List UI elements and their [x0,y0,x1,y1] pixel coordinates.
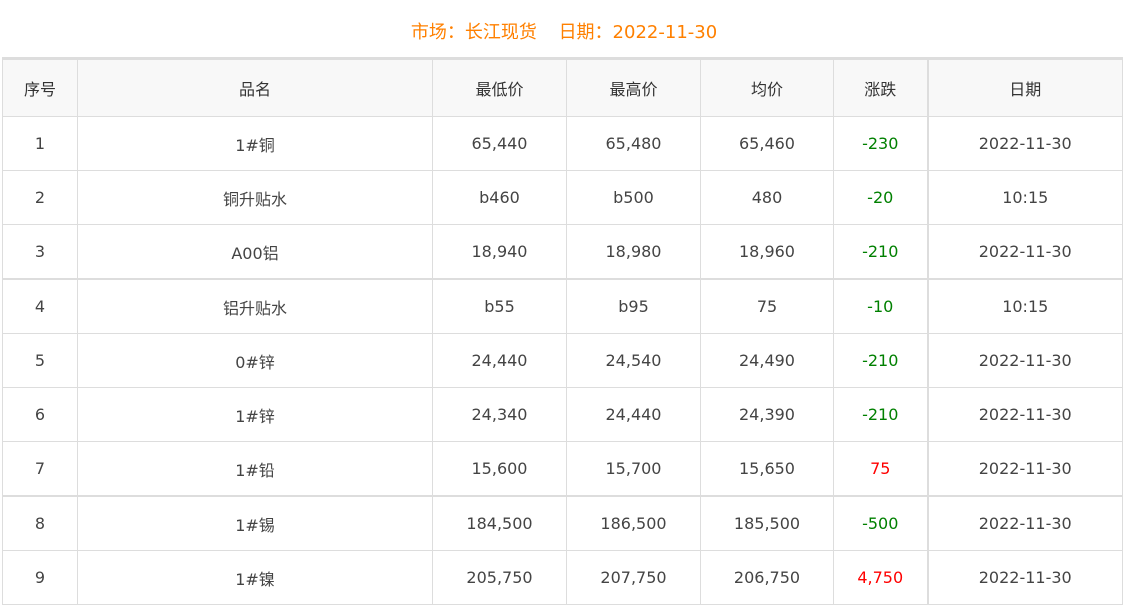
cell-name: 铜升贴水 [77,170,433,225]
cell-name: 1#铅 [77,441,433,497]
cell-name: 1#镍 [77,550,433,605]
table-row: 8 1#锡 184,500 186,500 185,500 -500 2022-11-30 [2,495,1123,551]
cell-change: -210 [833,224,929,280]
date-label: 日期：2022-11-30 [558,22,718,43]
cell-high: 18,980 [566,224,701,280]
cell-low: 24,340 [432,387,567,442]
cell-no: 3 [2,224,78,280]
cell-change: -230 [833,116,929,171]
table-row: 5 0#锌 24,440 24,540 24,490 -210 2022-11-30 [2,333,1123,388]
header-col-avg: 均价 [700,58,834,117]
cell-name: 1#锡 [77,495,433,551]
cell-avg: 185,500 [700,495,834,551]
cell-name: A00铝 [77,224,433,280]
cell-change: 4,750 [833,550,929,605]
cell-no: 8 [2,495,78,551]
cell-change: -210 [833,387,929,442]
table-row: 7 1#铅 15,600 15,700 15,650 75 2022-11-30 [2,441,1123,497]
cell-avg: 206,750 [700,550,834,605]
cell-no: 7 [2,441,78,497]
table-row: 2 铜升贴水 b460 b500 480 -20 10:15 [2,170,1123,225]
cell-date: 2022-11-30 [927,224,1123,280]
cell-high: 24,440 [566,387,701,442]
table-row: 9 1#镍 205,750 207,750 206,750 4,750 2022-11-30 [2,550,1123,605]
table-row: 6 1#锌 24,340 24,440 24,390 -210 2022-11-30 [2,387,1123,442]
cell-avg: 15,650 [700,441,834,497]
cell-high: b95 [566,278,701,334]
cell-avg: 24,490 [700,333,834,388]
cell-low: 65,440 [432,116,567,171]
cell-change: -500 [833,495,929,551]
market-label: 市场：长江现货 [410,22,537,43]
cell-high: 15,700 [566,441,701,497]
cell-name: 0#锌 [77,333,433,388]
cell-low: 184,500 [432,495,567,551]
cell-date: 10:15 [927,278,1123,334]
cell-no: 6 [2,387,78,442]
cell-date: 2022-11-30 [927,495,1123,551]
page-title: 市场：长江现货 日期：2022-11-30 [0,0,1128,58]
cell-low: 18,940 [432,224,567,280]
cell-high: 65,480 [566,116,701,171]
cell-date: 2022-11-30 [927,441,1123,497]
cell-no: 5 [2,333,78,388]
cell-date: 2022-11-30 [927,387,1123,442]
cell-name: 1#锌 [77,387,433,442]
cell-change: 75 [833,441,929,497]
cell-low: b460 [432,170,567,225]
cell-avg: 75 [700,278,834,334]
cell-no: 9 [2,550,78,605]
table-row: 1 1#铜 65,440 65,480 65,460 -230 2022-11-30 [2,116,1123,171]
table-row: 3 A00铝 18,940 18,980 18,960 -210 2022-11-30 [2,224,1123,280]
cell-avg: 480 [700,170,834,225]
price-table: 序号 品名 最低价 最高价 均价 涨跌 日期 1 1#铜 65,440 65,480 65,460-… [2,57,1123,605]
cell-avg: 24,390 [700,387,834,442]
cell-low: 24,440 [432,333,567,388]
cell-low: b55 [432,278,567,334]
header-col-no: 序号 [2,58,78,117]
cell-date: 2022-11-30 [927,333,1123,388]
cell-high: b500 [566,170,701,225]
cell-avg: 18,960 [700,224,834,280]
cell-low: 15,600 [432,441,567,497]
cell-date: 2022-11-30 [927,550,1123,605]
header-col-high: 最高价 [566,58,701,117]
cell-name: 铝升贴水 [77,278,433,334]
cell-change: -10 [833,278,929,334]
table-row: 4 铝升贴水 b55 b95 75 -10 10:15 [2,278,1123,334]
cell-no: 1 [2,116,78,171]
header-col-name: 品名 [77,58,433,117]
header-col-low: 最低价 [432,58,567,117]
header-col-change: 涨跌 [833,58,929,117]
cell-change: -210 [833,333,929,388]
cell-name: 1#铜 [77,116,433,171]
cell-no: 4 [2,278,78,334]
cell-date: 2022-11-30 [927,116,1123,171]
cell-high: 186,500 [566,495,701,551]
cell-avg: 65,460 [700,116,834,171]
cell-high: 207,750 [566,550,701,605]
cell-high: 24,540 [566,333,701,388]
cell-date: 10:15 [927,170,1123,225]
cell-change: -20 [833,170,929,225]
table-header: 序号 品名 最低价 最高价 均价 涨跌 日期 [2,58,1123,117]
cell-low: 205,750 [432,550,567,605]
cell-no: 2 [2,170,78,225]
header-col-date: 日期 [927,58,1123,117]
